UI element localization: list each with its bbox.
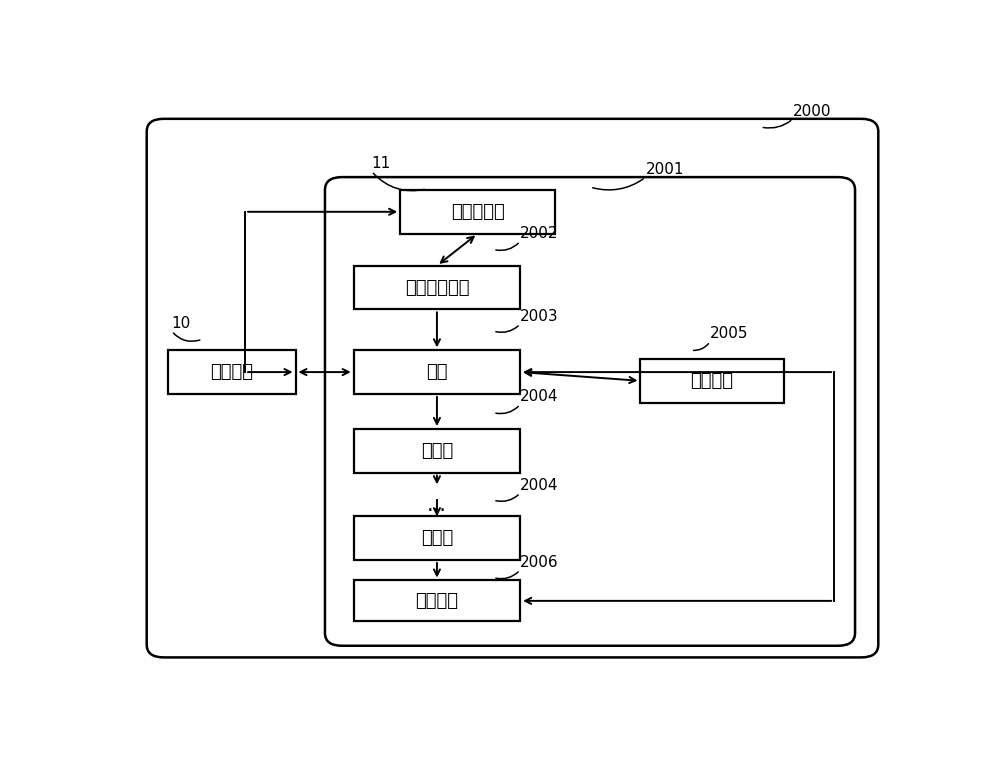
Text: 2000: 2000 — [793, 104, 832, 119]
Text: 2004: 2004 — [520, 389, 559, 404]
Text: 2004: 2004 — [520, 478, 559, 493]
FancyBboxPatch shape — [325, 177, 855, 646]
Bar — [354, 350, 520, 394]
Bar — [400, 190, 555, 234]
Text: 2006: 2006 — [520, 555, 559, 570]
Text: 10: 10 — [172, 316, 191, 331]
Text: 存储单元: 存储单元 — [210, 363, 253, 381]
Bar — [640, 359, 784, 403]
Bar — [354, 581, 520, 621]
Text: 配置模块: 配置模块 — [691, 372, 734, 390]
Text: 控制器单元: 控制器单元 — [451, 203, 504, 221]
Text: 2005: 2005 — [710, 326, 749, 341]
Text: 2002: 2002 — [520, 226, 559, 241]
FancyBboxPatch shape — [147, 119, 878, 657]
Text: 控制信号接口: 控制信号接口 — [405, 279, 469, 297]
Text: 寄存器: 寄存器 — [421, 442, 453, 459]
Text: 缓存: 缓存 — [426, 363, 448, 381]
Text: 2003: 2003 — [520, 309, 559, 324]
Text: ...: ... — [427, 494, 447, 515]
Bar — [354, 516, 520, 560]
Text: 寄存器: 寄存器 — [421, 529, 453, 547]
Bar — [354, 429, 520, 472]
Bar — [354, 266, 520, 310]
Bar — [168, 350, 296, 394]
Text: 2001: 2001 — [646, 162, 684, 177]
Text: 输出模块: 输出模块 — [415, 592, 458, 610]
Text: 11: 11 — [371, 156, 391, 171]
